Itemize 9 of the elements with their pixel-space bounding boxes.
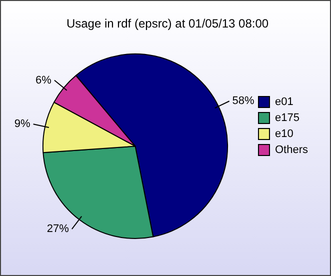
data-label: 27% — [46, 223, 70, 236]
chart-title: Usage in rdf (epsrc) at 01/05/13 08:00 — [66, 16, 269, 31]
legend-label: Others — [274, 144, 308, 156]
data-label: 58% — [232, 95, 255, 108]
data-label: 9% — [14, 118, 31, 130]
legend-label: e10 — [274, 128, 294, 140]
legend-label: e01 — [274, 96, 294, 108]
legend-label: e175 — [274, 112, 300, 124]
data-label: 6% — [36, 74, 52, 86]
